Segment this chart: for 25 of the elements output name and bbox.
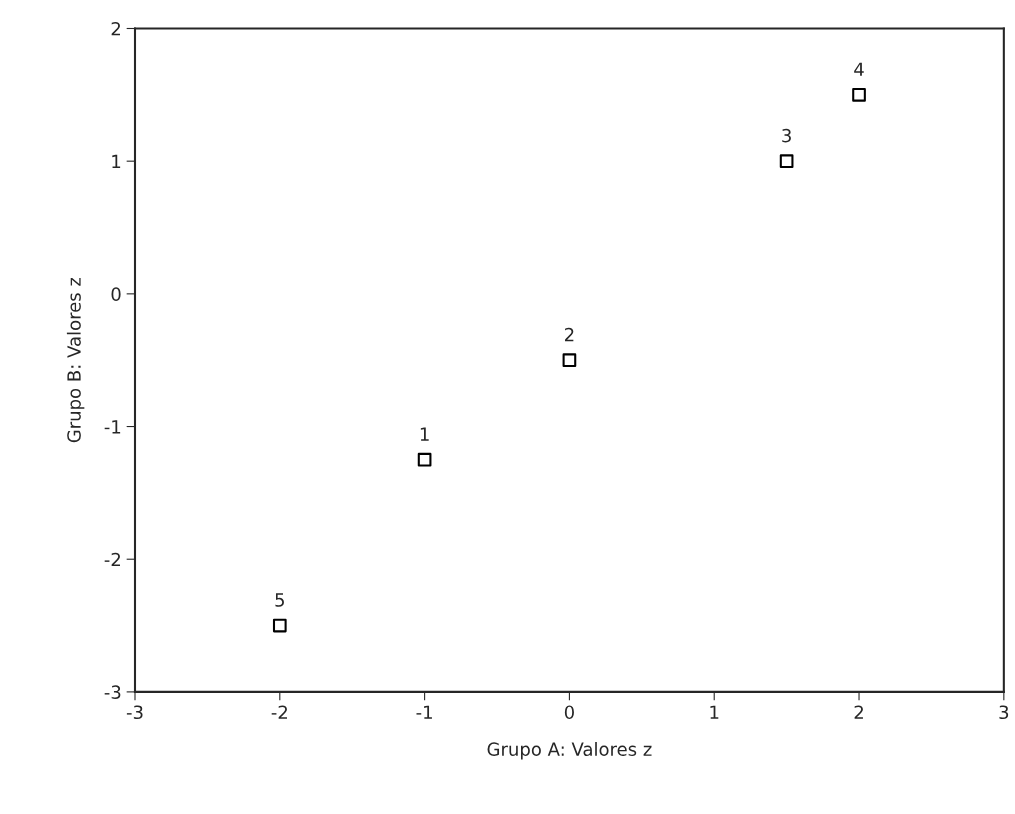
x-tick-label: 3 (999, 705, 1009, 720)
annotation: 1 (420, 427, 429, 441)
point (272, 618, 287, 633)
x-tick-label: 0 (564, 705, 574, 720)
y-tick-label: 2 (111, 21, 120, 36)
point (417, 452, 432, 467)
y-tick-label: -1 (104, 420, 121, 434)
annotation: 4 (854, 62, 864, 76)
x-tick-label: -1 (416, 705, 432, 719)
x-tick-label: 1 (710, 705, 719, 719)
x-tick-label: -2 (271, 705, 287, 719)
annotation: 5 (275, 593, 284, 607)
point (779, 154, 794, 169)
point (852, 87, 866, 102)
x-tick-label: -3 (126, 705, 143, 720)
point (562, 353, 577, 368)
y-tick-label: -2 (104, 552, 120, 567)
x-tick-label: 2 (854, 705, 863, 719)
y-axis-title: Grupo B: Valores z (66, 277, 85, 443)
annotation: 3 (782, 128, 791, 143)
x-axis-title: Grupo A: Valores z (487, 742, 652, 760)
y-tick-label: -3 (104, 685, 121, 700)
annotation: 2 (564, 327, 574, 342)
y-tick-label: 0 (111, 287, 121, 301)
y-tick-label: 1 (112, 154, 121, 169)
